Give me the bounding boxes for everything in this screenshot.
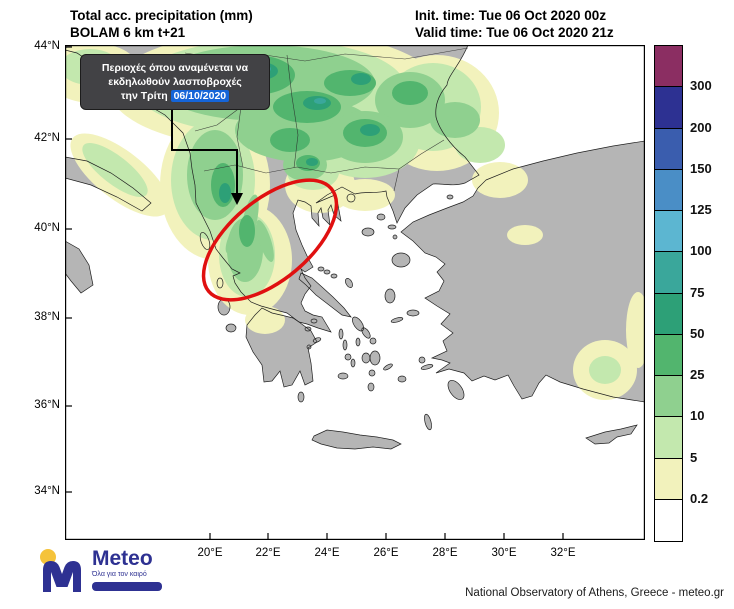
annotation-date-prefix: την Τρίτη (120, 90, 168, 102)
legend-swatch (655, 211, 682, 253)
lat-label: 36°N (34, 399, 60, 411)
legend-swatch (655, 293, 682, 335)
legend-swatch (655, 252, 682, 294)
title-line-2: BOLAM 6 km t+21 (70, 25, 186, 40)
lon-label: 26°E (373, 547, 399, 559)
title-line-1: Total acc. precipitation (mm) (70, 8, 253, 23)
legend-label: 75 (690, 284, 705, 300)
legend-swatch (655, 499, 682, 541)
annotation-line-2: εκδηλωθούν λασποβροχές (108, 76, 242, 88)
logo-subtitle: Όλα για τον καιρό (92, 571, 147, 578)
annotation-line-3: την Τρίτη 06/10/2020 (89, 89, 261, 103)
legend-swatch (655, 169, 682, 211)
legend-labels: 300 200 150 125 100 75 50 25 10 5 0.2 (690, 45, 732, 540)
legend-label: 10 (690, 408, 705, 424)
logo-m (43, 561, 81, 592)
legend-swatch (655, 417, 682, 459)
lon-label: 24°E (314, 547, 340, 559)
annotation-arrow (171, 110, 243, 205)
lat-label: 34°N (34, 485, 60, 497)
map-canvas: Περιοχές όπου αναμένεται να εκδηλωθούν λ… (65, 45, 645, 540)
lat-label: 42°N (34, 132, 60, 144)
legend-swatch (655, 458, 682, 500)
lon-label: 28°E (432, 547, 458, 559)
lon-label: 20°E (197, 547, 223, 559)
legend-label: 200 (690, 119, 712, 135)
legend-label: 150 (690, 160, 712, 176)
legend-label: 0.2 (690, 490, 709, 506)
legend-label: 125 (690, 202, 712, 217)
init-time: Init. time: Tue 06 Oct 2020 00z (415, 8, 607, 23)
map-time-block: Init. time: Tue 06 Oct 2020 00z Valid ti… (415, 7, 614, 41)
map-svg (65, 45, 645, 540)
legend-label: 25 (690, 367, 705, 382)
legend-swatch (655, 128, 682, 170)
logo-bar (92, 582, 162, 591)
annotation-date: 06/10/2020 (170, 90, 230, 102)
attribution-text: National Observatory of Athens, Greece -… (465, 587, 724, 599)
meteo-logo-icon (40, 549, 81, 592)
logo-text-block: Meteo Όλα για τον καιρό (92, 548, 162, 591)
lat-label: 44°N (34, 40, 60, 52)
annotation-line-1: Περιοχές όπου αναμένεται να (101, 62, 249, 74)
legend-swatch (655, 87, 682, 129)
legend-bar (654, 45, 683, 542)
map-frame (65, 45, 645, 540)
legend-swatch (655, 46, 682, 88)
annotation-box: Περιοχές όπου αναμένεται να εκδηλωθούν λ… (80, 54, 270, 110)
highlight-ellipse (201, 178, 339, 302)
legend-label: 100 (690, 243, 712, 259)
lon-label: 32°E (550, 547, 576, 559)
valid-time: Valid time: Tue 06 Oct 2020 21z (415, 25, 614, 40)
lon-label: 22°E (255, 547, 281, 559)
lon-label: 30°E (491, 547, 517, 559)
legend-swatch (655, 334, 682, 376)
map-title-block: Total acc. precipitation (mm) BOLAM 6 km… (70, 7, 253, 41)
logo-name: Meteo (92, 547, 153, 570)
meteo-logo: Meteo Όλα για τον καιρό (38, 548, 162, 594)
legend-label: 50 (690, 325, 705, 341)
lat-label: 38°N (34, 311, 60, 323)
legend-swatch (655, 376, 682, 418)
lat-label: 40°N (34, 222, 60, 234)
legend-label: 5 (690, 449, 698, 465)
legend-label: 300 (690, 78, 712, 94)
logo-dot (40, 549, 56, 565)
